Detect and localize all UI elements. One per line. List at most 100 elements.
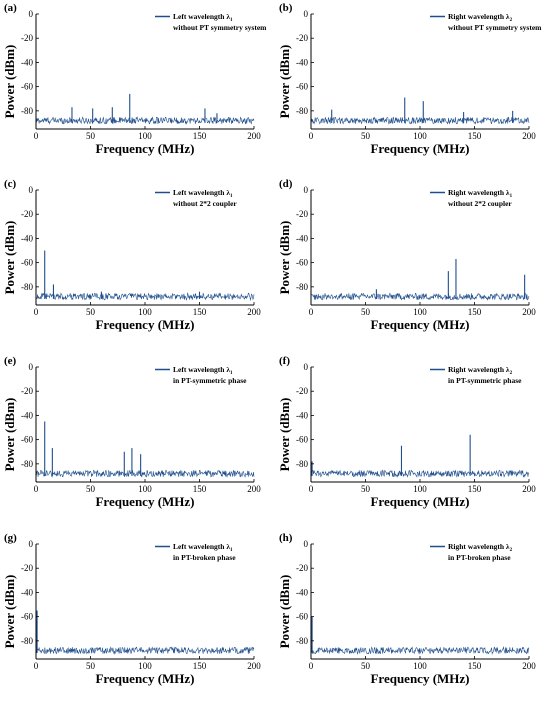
legend-sublabel: without 2*2 coupler	[448, 199, 512, 208]
x-tick-label: 0	[34, 307, 39, 317]
y-tick-label: -20	[21, 386, 33, 396]
spectrum-panel-d: (d) 0 -20 -40 -60 -80 0 50 100 150 200 Frequency (M…	[275, 176, 550, 350]
y-axis-title: Power (dBm)	[277, 221, 292, 295]
y-tick-label: 0	[29, 9, 34, 19]
panel-label: (d)	[279, 178, 293, 190]
x-tick-label: 0	[309, 131, 314, 141]
y-tick-label: -40	[21, 57, 33, 67]
x-tick-label: 50	[86, 131, 96, 141]
y-axis-title: Power (dBm)	[277, 45, 292, 119]
x-axis-title: Frequency (MHz)	[370, 494, 469, 509]
x-tick-label: 100	[413, 484, 427, 494]
y-tick-label: 0	[304, 539, 309, 549]
x-tick-label: 200	[522, 307, 536, 317]
x-tick-label: 0	[309, 307, 314, 317]
trace-h	[310, 646, 530, 655]
y-tick-label: 0	[29, 185, 34, 195]
spectrum-panel-c: (c) 0 -20 -40 -60 -80 0 50 100 150 200 Frequency (M…	[0, 176, 275, 350]
y-axis-title: Power (dBm)	[2, 221, 17, 295]
x-axis-title: Frequency (MHz)	[370, 317, 469, 332]
panel-label: (e)	[4, 355, 17, 367]
panel-label: (f)	[279, 355, 290, 367]
y-tick-label: -80	[296, 282, 308, 292]
trace-c	[35, 292, 255, 301]
legend-label: Left wavelength λ1	[173, 365, 233, 376]
spectrum-chart-f: (f) 0 -20 -40 -60 -80 0 50 100 150 200 Frequency (M…	[277, 355, 536, 509]
spectrum-chart-a: (a) 0 -20 -40 -60 -80 0 50 100 150 200 Frequency (M…	[2, 2, 267, 156]
x-tick-label: 150	[468, 307, 482, 317]
x-tick-label: 200	[247, 484, 261, 494]
y-tick-label: -40	[296, 233, 308, 243]
y-tick-label: -80	[296, 459, 308, 469]
x-tick-label: 200	[247, 131, 261, 141]
panel-label: (c)	[4, 178, 17, 190]
y-tick-label: -60	[21, 258, 33, 268]
x-tick-label: 150	[468, 661, 482, 671]
y-tick-label: -60	[296, 612, 308, 622]
spectrum-panel-h: (h) 0 -20 -40 -60 -80 0 50 100 150 200 Frequency (M…	[275, 530, 550, 704]
x-tick-label: 100	[138, 131, 152, 141]
spectrum-panel-e: (e) 0 -20 -40 -60 -80 0 50 100 150 200 Frequency (M…	[0, 353, 275, 527]
x-tick-label: 150	[193, 131, 207, 141]
trace-a	[35, 116, 255, 125]
x-tick-label: 200	[522, 484, 536, 494]
legend-sublabel: without PT symmetry system	[173, 23, 267, 32]
y-tick-label: -20	[21, 33, 33, 43]
x-axis-title: Frequency (MHz)	[370, 671, 469, 686]
spectrum-panel-b: (b) 0 -20 -40 -60 -80 0 50 100 150 200 Frequency (M…	[275, 0, 550, 174]
x-tick-label: 50	[86, 484, 96, 494]
x-tick-label: 50	[361, 307, 371, 317]
spectrum-panel-g: (g) 0 -20 -40 -60 -80 0 50 100 150 200 Frequency (M…	[0, 530, 275, 704]
spectrum-panel-a: (a) 0 -20 -40 -60 -80 0 50 100 150 200 Frequency (M…	[0, 0, 275, 174]
x-tick-label: 150	[468, 484, 482, 494]
x-tick-label: 50	[361, 484, 371, 494]
y-tick-label: -20	[296, 386, 308, 396]
x-tick-label: 200	[522, 661, 536, 671]
y-tick-label: -80	[21, 459, 33, 469]
y-tick-label: -40	[21, 587, 33, 597]
spectrum-chart-h: (h) 0 -20 -40 -60 -80 0 50 100 150 200 Frequency (M…	[277, 532, 536, 686]
y-tick-label: 0	[304, 9, 309, 19]
panel-label: (b)	[279, 2, 293, 14]
panel-label: (h)	[279, 532, 293, 544]
legend-label: Left wavelength λ1	[173, 542, 233, 553]
spectrum-chart-e: (e) 0 -20 -40 -60 -80 0 50 100 150 200 Frequency (M…	[2, 355, 261, 509]
y-axis-title: Power (dBm)	[277, 575, 292, 649]
x-tick-label: 150	[193, 661, 207, 671]
x-tick-label: 150	[193, 484, 207, 494]
y-tick-label: -20	[296, 563, 308, 573]
x-tick-label: 200	[247, 307, 261, 317]
x-tick-label: 100	[138, 661, 152, 671]
y-axis-title: Power (dBm)	[2, 45, 17, 119]
legend-sublabel: in PT-broken phase	[173, 553, 236, 562]
x-axis-title: Frequency (MHz)	[370, 141, 469, 156]
spectrum-chart-b: (b) 0 -20 -40 -60 -80 0 50 100 150 200 Frequency (M…	[277, 2, 542, 156]
y-tick-label: -80	[296, 106, 308, 116]
x-tick-label: 200	[247, 661, 261, 671]
x-tick-label: 150	[193, 307, 207, 317]
x-tick-label: 100	[138, 484, 152, 494]
y-tick-label: -80	[21, 106, 33, 116]
x-tick-label: 0	[309, 661, 314, 671]
y-tick-label: -40	[21, 410, 33, 420]
x-tick-label: 0	[34, 484, 39, 494]
trace-f	[310, 469, 530, 478]
y-axis-title: Power (dBm)	[2, 398, 17, 472]
panel-label: (g)	[4, 532, 17, 544]
x-axis-title: Frequency (MHz)	[95, 671, 194, 686]
y-axis-title: Power (dBm)	[277, 398, 292, 472]
y-tick-label: 0	[29, 362, 34, 372]
y-tick-label: -60	[21, 82, 33, 92]
y-tick-label: -60	[296, 82, 308, 92]
y-tick-label: -20	[21, 563, 33, 573]
x-tick-label: 0	[34, 661, 39, 671]
y-tick-label: -80	[21, 282, 33, 292]
y-tick-label: -20	[296, 33, 308, 43]
legend-sublabel: in PT-symmetric phase	[448, 376, 522, 385]
y-tick-label: -40	[296, 57, 308, 67]
x-tick-label: 100	[413, 661, 427, 671]
x-tick-label: 50	[86, 307, 96, 317]
x-tick-label: 150	[468, 131, 482, 141]
y-tick-label: -60	[296, 435, 308, 445]
